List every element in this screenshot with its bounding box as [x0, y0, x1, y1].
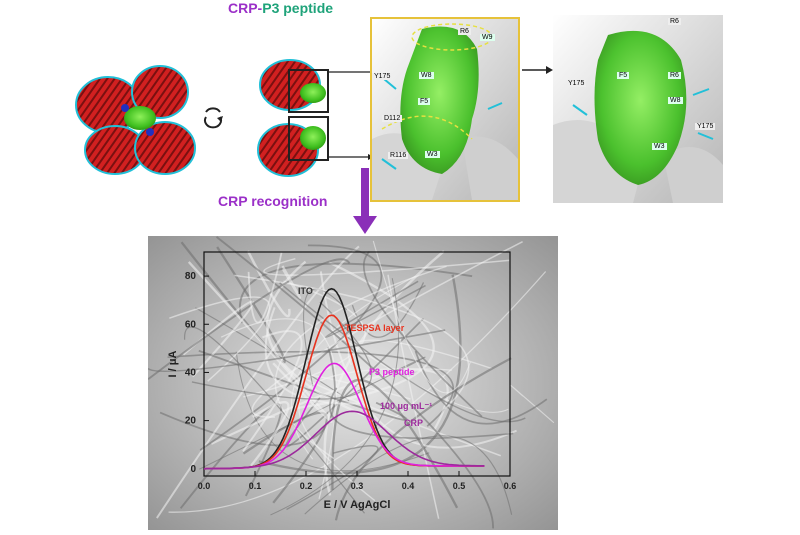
x-tick-label: 0.0	[198, 481, 211, 491]
residue-label: F5	[418, 98, 431, 105]
x-tick-label: 0.6	[504, 481, 517, 491]
residue-label: W9	[480, 34, 495, 41]
x-tick-label: 0.5	[453, 481, 466, 491]
y-tick-label: 80	[185, 271, 197, 282]
nanofiber-strand	[304, 435, 513, 515]
nanofiber-strand	[182, 300, 255, 378]
curve-annotation: TESPSA layer	[345, 323, 405, 333]
figure-title: CRP-P3 peptide	[228, 0, 333, 16]
nanofiber-strand	[258, 274, 462, 475]
title-peptide-text: P3 peptide	[262, 0, 334, 16]
x-tick-label: 0.2	[300, 481, 313, 491]
crp-recognition-label: CRP recognition	[218, 193, 328, 209]
voltammogram-chart: 0.0 0.1 0.2 0.3 0.4 0.5 0.6 0 20 40 60 80 E / V AgAg…	[147, 236, 558, 530]
nanofiber-strand	[290, 275, 416, 460]
nanofiber-strand	[187, 261, 333, 423]
nanofiber-strand	[215, 236, 494, 529]
nanofiber-strand	[362, 250, 483, 418]
recognition-arrow	[353, 168, 377, 234]
residue-label: Y175	[695, 123, 716, 130]
binding-site-zoom-panel	[370, 17, 520, 202]
nanofiber-strand	[147, 258, 351, 380]
curve-annotation: P3 peptide	[369, 367, 415, 377]
nanofiber-strand	[281, 265, 302, 299]
y-tick-label: 40	[185, 367, 197, 378]
x-axis-label: E / V AgAgCl	[324, 499, 391, 511]
nanofiber-strand	[414, 350, 548, 425]
nanofiber-strand	[510, 384, 555, 424]
nanofiber-strand	[147, 329, 446, 373]
nanofiber-strand	[387, 274, 440, 519]
crp-pentamer-front-view	[75, 65, 196, 175]
y-axis-label: I / μA	[167, 350, 179, 377]
curve-annotation: CRP	[404, 418, 423, 428]
binding-site-illustration	[372, 19, 518, 200]
x-tick-label: 0.3	[351, 481, 364, 491]
series-line-3	[203, 410, 485, 470]
peptide-detail-panel	[553, 15, 723, 203]
nanofiber-strand	[238, 262, 473, 324]
nanofiber-strand	[168, 271, 547, 513]
rotate-icon	[204, 107, 223, 129]
residue-label: F5	[617, 72, 630, 79]
nanofiber-strand	[198, 349, 408, 421]
residue-label: W3	[652, 143, 667, 150]
voltammogram-svg: 0.0 0.1 0.2 0.3 0.4 0.5 0.6 0 20 40 60 80 E / V AgAg…	[147, 236, 558, 530]
x-tick-label: 0.4	[402, 481, 415, 491]
residue-label: D112	[382, 115, 403, 122]
y-tick-label: 20	[185, 416, 197, 427]
peptide-detail-illustration	[553, 15, 723, 203]
curve-annotation: 100 μg mL⁻¹	[380, 401, 432, 411]
y-tick-label: 0	[190, 464, 196, 475]
residue-label: W8	[668, 97, 683, 104]
nanofiber-texture	[147, 236, 555, 529]
curve-annotation: ITO	[298, 286, 313, 296]
residue-label: Y175	[372, 73, 393, 80]
nanofiber-strand	[319, 271, 517, 449]
nanofiber-strand	[199, 244, 383, 451]
nanofiber-strand	[372, 240, 471, 394]
y-tick-label: 60	[185, 319, 197, 330]
residue-label: Y175	[566, 80, 587, 87]
nanofiber-strand	[247, 252, 283, 324]
nanofiber-strand	[156, 245, 360, 519]
residue-label: R6	[668, 18, 681, 25]
nanofiber-strand	[250, 400, 290, 467]
crp-pentamer-side-view	[257, 59, 329, 177]
nanofiber-strand	[263, 257, 510, 276]
nanofiber-strand	[184, 326, 365, 514]
nanofiber-strand	[279, 282, 526, 423]
nanofiber-strand	[234, 274, 470, 410]
residue-label: R116	[388, 152, 409, 159]
nanofiber-strand	[347, 339, 492, 370]
residue-label: W3	[425, 151, 440, 158]
residue-label: R6	[458, 28, 471, 35]
nanofiber-strand	[242, 330, 303, 452]
nanofiber-strand	[329, 387, 514, 440]
residue-label: R6	[668, 72, 681, 79]
residue-label: W8	[419, 72, 434, 79]
title-crp-text: CRP-	[228, 0, 263, 16]
protein-structure-illustration	[75, 59, 553, 177]
x-tick-label: 0.1	[249, 481, 262, 491]
nanofiber-strand	[334, 357, 512, 521]
